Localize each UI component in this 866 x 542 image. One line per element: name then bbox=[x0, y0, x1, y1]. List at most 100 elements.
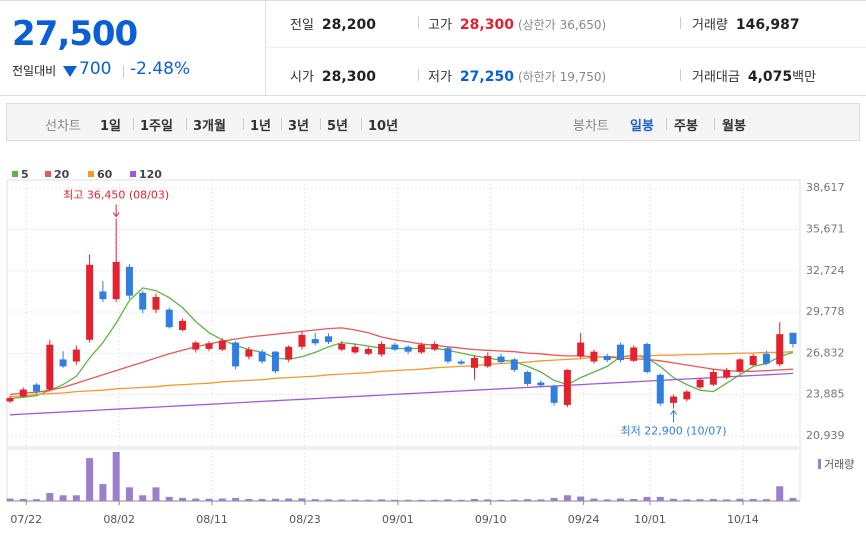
volume-bar bbox=[99, 484, 107, 501]
volume-bar bbox=[470, 498, 478, 501]
candle-body bbox=[205, 343, 213, 349]
divider bbox=[266, 47, 866, 48]
volume-bar bbox=[338, 499, 346, 501]
volume-bar bbox=[431, 499, 439, 501]
ma-line bbox=[9, 372, 794, 416]
period-button[interactable]: 월봉 bbox=[722, 119, 746, 134]
annotation: 최저 22,900 (10/07) bbox=[621, 424, 727, 437]
x-tick-label: 07/22 bbox=[10, 513, 42, 526]
candle-body bbox=[86, 264, 94, 340]
volume-bar bbox=[537, 499, 545, 501]
stat-note: (상한가 36,650) bbox=[517, 18, 607, 32]
candle-body bbox=[497, 356, 505, 363]
stat-unit: 백만 bbox=[792, 70, 817, 85]
period-button[interactable]: 일봉 bbox=[630, 119, 654, 134]
stat-label: 거래대금 bbox=[692, 70, 740, 85]
stat: 전일 28,200 bbox=[290, 14, 376, 33]
x-tick-label: 09/01 bbox=[382, 513, 414, 526]
annotation-arrowhead bbox=[670, 409, 677, 415]
candle-body bbox=[749, 355, 757, 366]
candle-body bbox=[723, 369, 731, 378]
volume-bar bbox=[364, 499, 372, 501]
separator bbox=[418, 17, 419, 29]
candle-body bbox=[258, 351, 266, 362]
volume-bar bbox=[6, 498, 14, 501]
candle-body bbox=[364, 348, 372, 354]
change-pct: -2.48% bbox=[130, 59, 191, 79]
volume-bar bbox=[86, 458, 94, 501]
candle-body bbox=[99, 291, 107, 300]
volume-bar bbox=[550, 497, 558, 501]
legend-label: 20 bbox=[54, 168, 70, 181]
separator bbox=[186, 118, 187, 130]
candle-body bbox=[33, 384, 41, 392]
change-label: 전일대비 bbox=[12, 64, 57, 78]
volume-bar bbox=[776, 486, 784, 501]
y-tick-label: 20,939 bbox=[806, 429, 845, 442]
candle-body bbox=[524, 372, 532, 384]
candle-body bbox=[563, 369, 571, 405]
volume-bar bbox=[762, 499, 770, 501]
candle-body bbox=[603, 355, 611, 361]
candle-body bbox=[616, 344, 624, 361]
candle-body bbox=[351, 346, 359, 353]
period-button[interactable]: 10년 bbox=[368, 119, 399, 134]
volume-bar bbox=[603, 499, 611, 501]
volume-bar bbox=[444, 499, 452, 501]
annotation: 최고 36,450 (08/03) bbox=[63, 189, 169, 202]
volume-bar bbox=[643, 496, 651, 501]
volume-bar bbox=[524, 499, 532, 501]
period-button[interactable]: 3개월 bbox=[193, 119, 226, 134]
stat: 거래량 146,987 bbox=[692, 14, 800, 33]
legend-label: 60 bbox=[97, 168, 113, 181]
down-arrow bbox=[63, 66, 77, 77]
separator bbox=[680, 69, 681, 81]
separator bbox=[243, 118, 244, 130]
candle-body bbox=[139, 292, 147, 310]
candle-body bbox=[298, 334, 306, 347]
volume-bar bbox=[179, 497, 187, 501]
period-button[interactable]: 1일 bbox=[100, 119, 122, 134]
period-button[interactable]: 3년 bbox=[288, 119, 310, 134]
legend-label: 120 bbox=[139, 168, 162, 181]
legend-swatch bbox=[45, 171, 51, 177]
legend-label: 5 bbox=[21, 168, 29, 181]
volume-bar bbox=[258, 498, 266, 501]
volume-bar bbox=[709, 498, 717, 501]
candle-body bbox=[510, 359, 518, 370]
candle-body bbox=[59, 359, 67, 367]
period-button[interactable]: 5년 bbox=[327, 119, 349, 134]
volume-bar bbox=[351, 499, 359, 501]
candle-body bbox=[218, 340, 226, 350]
period-button[interactable]: 1주일 bbox=[140, 119, 173, 134]
y-tick-label: 32,724 bbox=[806, 264, 845, 277]
separator bbox=[714, 118, 715, 130]
candle-body bbox=[776, 334, 784, 365]
volume-bar bbox=[271, 498, 279, 501]
period-button[interactable]: 주봉 bbox=[674, 119, 698, 134]
y-tick-label: 26,832 bbox=[806, 346, 845, 359]
stat: 거래대금 4,075백만 bbox=[692, 66, 816, 85]
candle-body bbox=[670, 396, 678, 403]
volume-bar bbox=[139, 495, 147, 501]
y-tick-label: 29,778 bbox=[806, 305, 845, 318]
volume-bar bbox=[510, 499, 518, 501]
x-tick-label: 09/24 bbox=[568, 513, 600, 526]
candle-body bbox=[72, 349, 80, 362]
volume-bar bbox=[616, 498, 624, 501]
volume-bar bbox=[670, 498, 678, 501]
volume-bar bbox=[497, 499, 505, 501]
volume-bar bbox=[325, 499, 333, 501]
volume-bar bbox=[683, 499, 691, 501]
candle-body bbox=[404, 346, 412, 352]
candle-body bbox=[431, 343, 439, 350]
candle-body bbox=[245, 349, 253, 357]
candle-body bbox=[696, 379, 704, 388]
candle-body bbox=[192, 342, 200, 350]
candle-body bbox=[338, 343, 346, 350]
period-button[interactable]: 1년 bbox=[250, 119, 272, 134]
ma-line bbox=[9, 351, 794, 398]
candle-body bbox=[232, 342, 240, 367]
candle-body bbox=[789, 332, 797, 344]
volume-bar bbox=[285, 498, 293, 501]
